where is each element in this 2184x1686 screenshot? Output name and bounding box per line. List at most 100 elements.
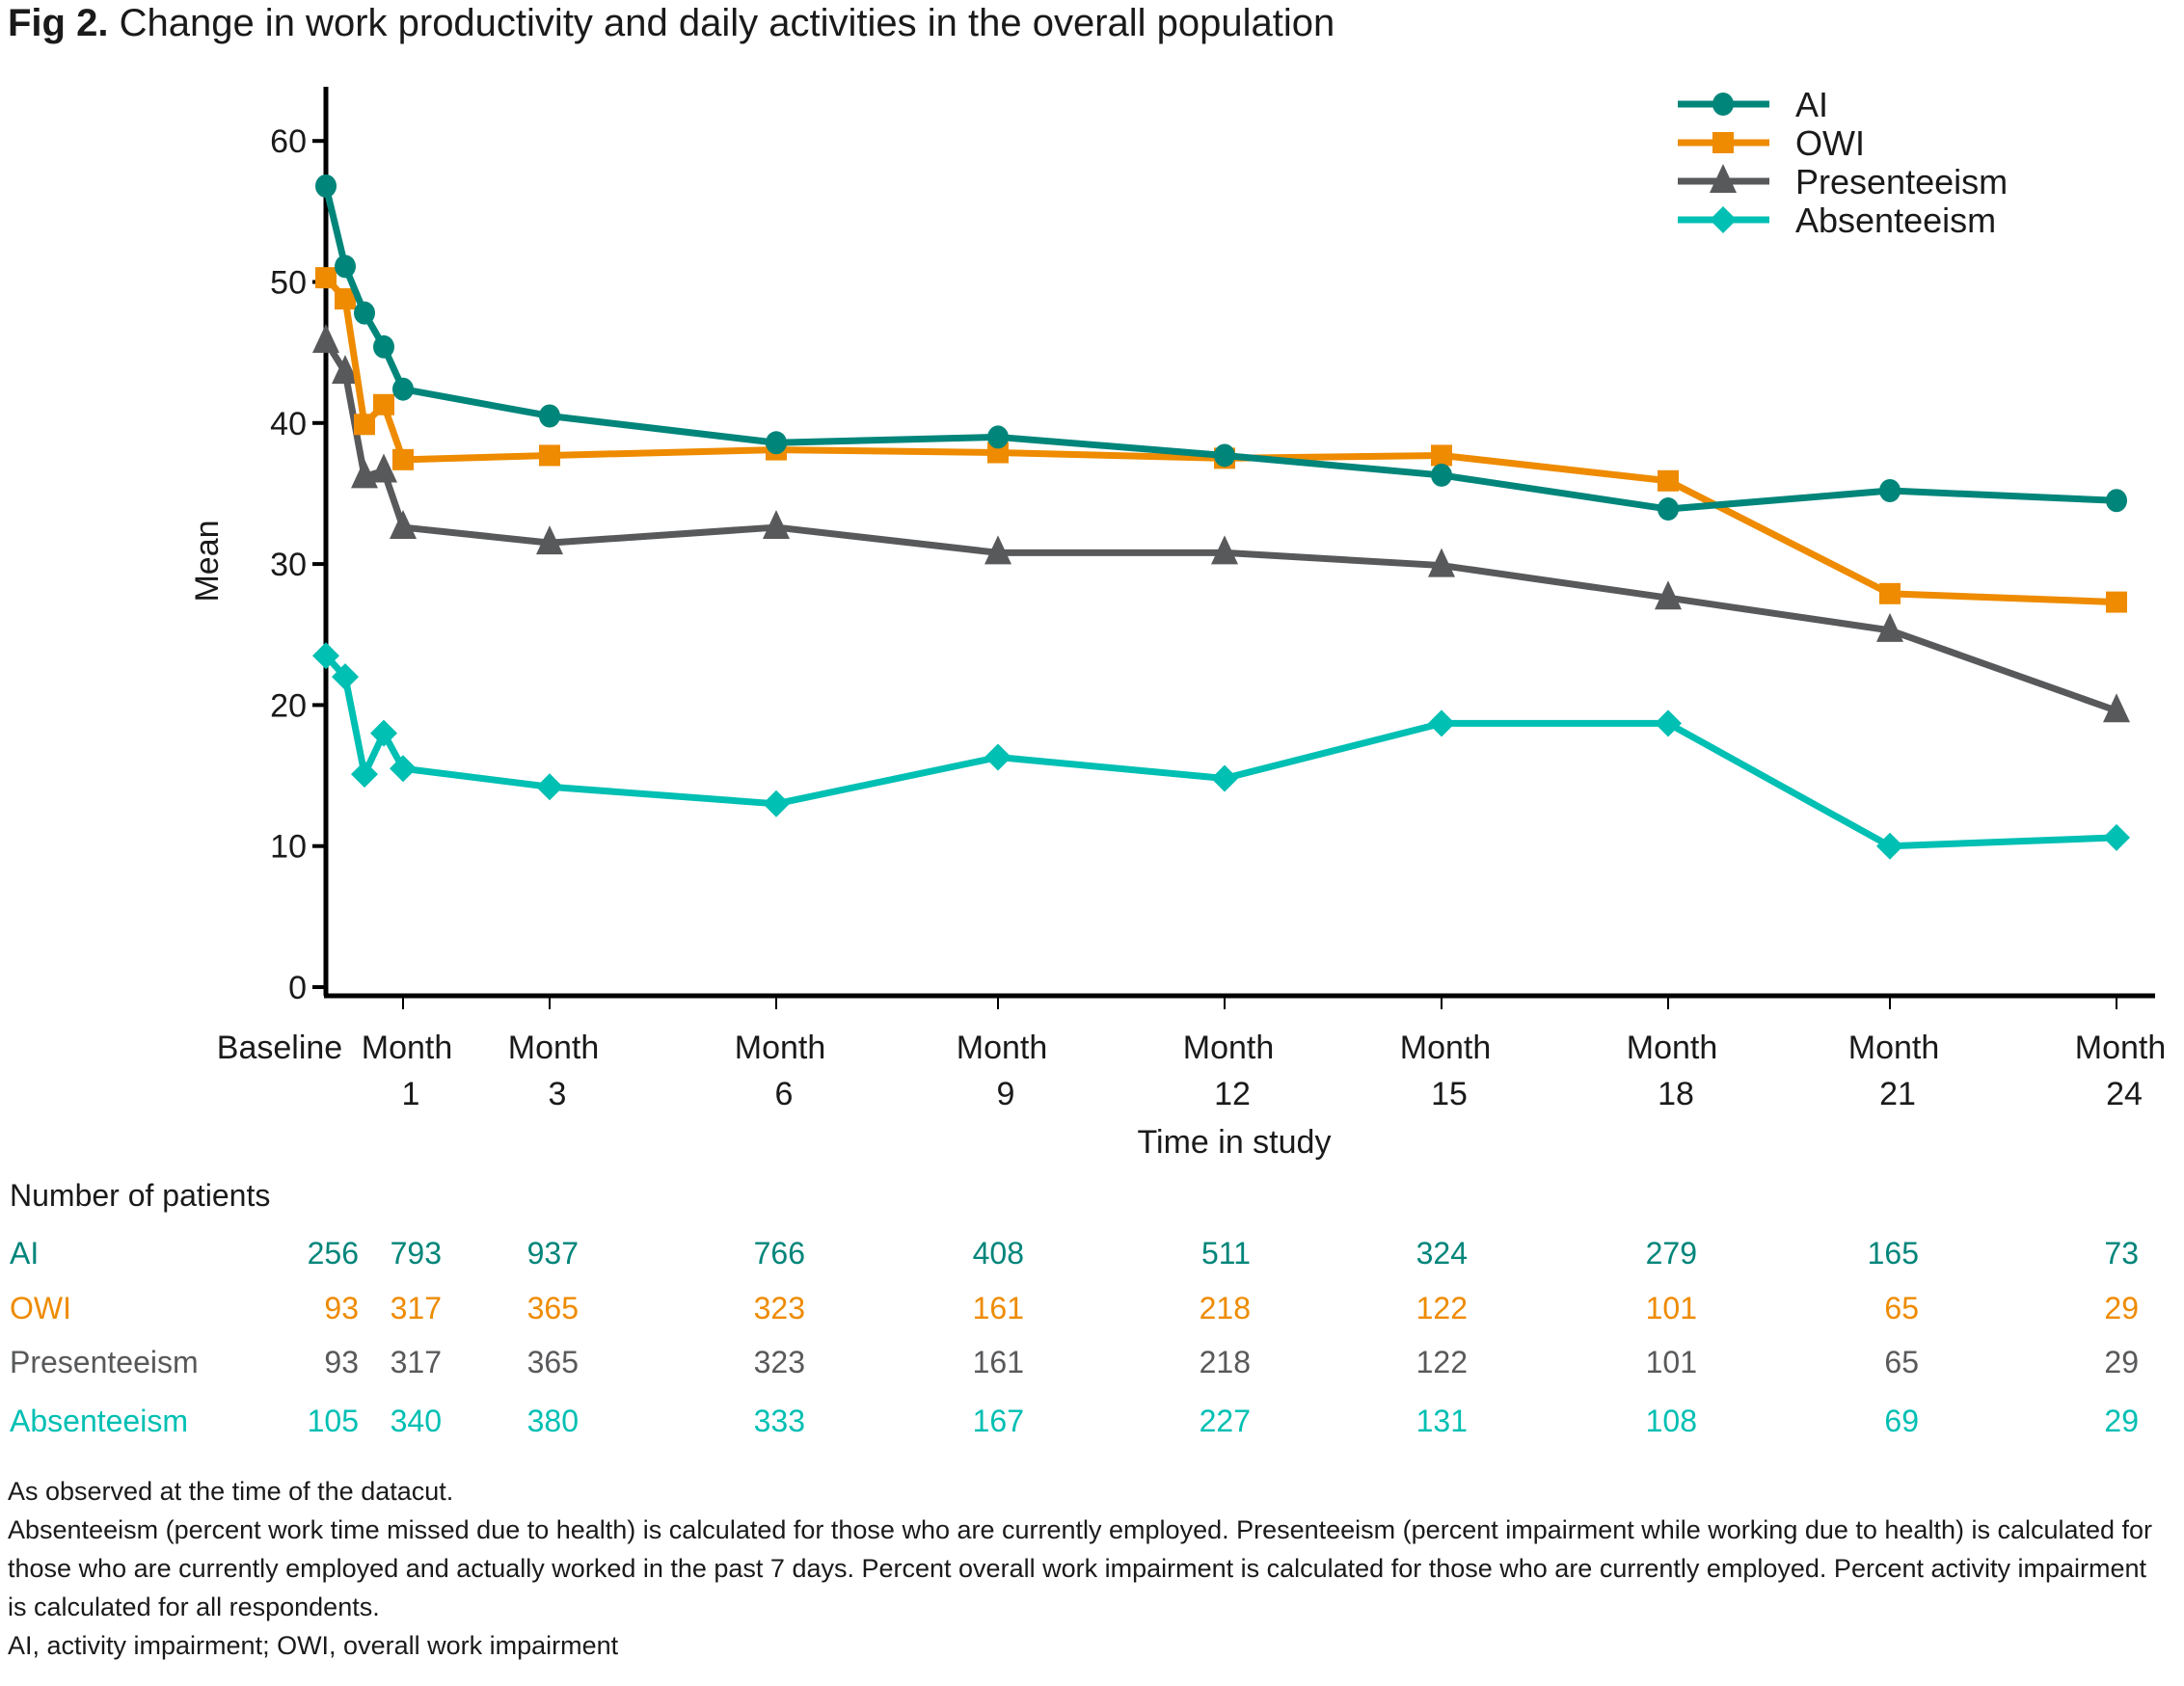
- patients-count-cell: 101: [1645, 1291, 1697, 1325]
- patients-count-cell: 165: [1867, 1236, 1919, 1271]
- x-tick-label-number: 18: [1658, 1076, 1694, 1112]
- data-point: [536, 773, 563, 801]
- legend-item-presenteeism: Presenteeism: [1678, 162, 2008, 201]
- patients-count-cell: 333: [753, 1404, 805, 1438]
- patients-count-cell: 317: [390, 1291, 442, 1325]
- legend-label: Absenteeism: [1795, 201, 1996, 240]
- legend-item-absenteeism: Absenteeism: [1678, 201, 1996, 240]
- figure-label: Fig 2.: [8, 2, 109, 44]
- x-axis-label: Time in study: [1138, 1124, 1332, 1161]
- x-tick-label: Month: [735, 1030, 826, 1066]
- y-tick-label: 60: [270, 123, 307, 160]
- data-point: [984, 743, 1011, 771]
- patients-row-label: Absenteeism: [10, 1404, 188, 1438]
- patients-row-label: Presenteeism: [10, 1345, 199, 1379]
- x-tick-label: Month: [1627, 1030, 1718, 1066]
- x-tick-label: Month: [1848, 1030, 1940, 1066]
- patients-row-label: AI: [10, 1236, 40, 1271]
- legend-marker: [1712, 132, 1734, 153]
- data-point: [766, 431, 787, 455]
- figure-notes: As observed at the time of the datacut. …: [8, 1472, 2168, 1665]
- note-datacut: As observed at the time of the datacut.: [8, 1477, 454, 1506]
- data-point: [373, 335, 394, 359]
- patients-count-cell: 69: [1884, 1404, 1919, 1438]
- data-point: [315, 267, 337, 289]
- data-point: [987, 425, 1009, 449]
- patients-count-cell: 340: [390, 1404, 442, 1438]
- y-tick-label: 50: [270, 265, 307, 302]
- series-layer: [312, 174, 2130, 860]
- data-point: [987, 442, 1009, 464]
- x-tick-label: Baseline: [217, 1030, 342, 1066]
- data-point: [1658, 497, 1679, 522]
- x-tick-label-number: 24: [2106, 1076, 2143, 1112]
- data-point: [390, 755, 417, 783]
- y-tick-label: 0: [288, 970, 307, 1006]
- data-point: [1879, 582, 1901, 604]
- x-tick-label-number: 15: [1431, 1076, 1468, 1112]
- patients-count-cell: 317: [390, 1345, 442, 1379]
- data-point: [984, 535, 1011, 565]
- data-point: [1431, 444, 1452, 467]
- data-point: [392, 448, 414, 470]
- legend-marker: [1710, 206, 1737, 233]
- patients-count-cell: 29: [2104, 1291, 2139, 1325]
- data-point: [539, 404, 560, 428]
- patients-count-cell: 122: [1416, 1345, 1468, 1379]
- patients-count-cell: 73: [2104, 1236, 2139, 1271]
- series-line: [323, 653, 2117, 850]
- x-tick-label-number: 3: [549, 1076, 567, 1112]
- data-point: [354, 414, 375, 436]
- data-point: [2106, 591, 2127, 613]
- data-point: [1431, 463, 1452, 487]
- patients-count-cell: 167: [972, 1404, 1024, 1438]
- patients-count-cell: 29: [2104, 1404, 2139, 1438]
- y-tick-label: 40: [270, 406, 307, 442]
- data-point: [332, 355, 359, 385]
- data-point: [315, 174, 337, 199]
- patients-count-cell: 937: [526, 1236, 579, 1271]
- data-point: [763, 789, 790, 817]
- patients-count-cell: 161: [972, 1345, 1024, 1379]
- patients-count-cell: 279: [1645, 1236, 1697, 1271]
- data-point: [354, 301, 375, 325]
- note-abbreviations: AI, activity impairment; OWI, overall wo…: [8, 1631, 619, 1660]
- data-point: [373, 393, 394, 415]
- data-point: [539, 444, 560, 467]
- data-point: [332, 663, 359, 691]
- legend-label: Presenteeism: [1795, 162, 2008, 201]
- patients-count-cell: 766: [753, 1236, 805, 1271]
- data-point: [1655, 709, 1682, 737]
- series-line: [323, 339, 2118, 714]
- axes: 0 10 20 30 40 50 60 Baseline Month 1 Month 3 Month 6 M…: [217, 87, 2166, 1112]
- patients-count-cell: 793: [390, 1236, 442, 1271]
- legend-marker: [1710, 164, 1737, 193]
- legend-item-ai: AI: [1678, 85, 1828, 124]
- data-point: [1879, 479, 1901, 503]
- patients-count-cell: 65: [1884, 1291, 1919, 1325]
- data-point: [1655, 580, 1682, 610]
- data-point: [763, 510, 790, 540]
- x-tick-label: Month: [957, 1030, 1048, 1066]
- patients-count-cell: 161: [972, 1291, 1024, 1325]
- data-point: [335, 254, 356, 279]
- figure-title: Fig 2. Change in work productivity and d…: [8, 2, 1335, 45]
- patients-count-cell: 324: [1416, 1236, 1468, 1271]
- data-point: [390, 510, 417, 540]
- data-point: [392, 377, 414, 401]
- patients-count-cell: 108: [1645, 1404, 1697, 1438]
- patients-count-cell: 29: [2104, 1345, 2139, 1379]
- data-point: [2103, 823, 2130, 851]
- note-definitions: Absenteeism (percent work time missed du…: [8, 1515, 2153, 1621]
- data-point: [1876, 612, 1903, 642]
- x-tick-label: Month: [508, 1030, 600, 1066]
- data-point: [370, 453, 397, 483]
- series-ai: [315, 174, 2127, 522]
- patients-count-cell: 122: [1416, 1291, 1468, 1325]
- data-point: [312, 642, 339, 670]
- y-axis-label: Mean: [189, 520, 226, 602]
- x-tick-label-number: 6: [775, 1076, 794, 1112]
- figure-title-text: Change in work productivity and daily ac…: [119, 2, 1335, 44]
- patients-count-cell: 101: [1645, 1345, 1697, 1379]
- data-point: [1428, 548, 1455, 577]
